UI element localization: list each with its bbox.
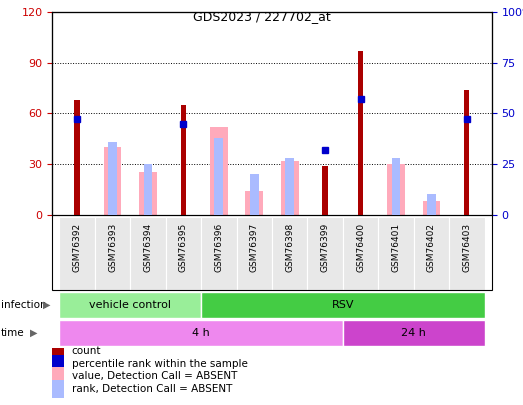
- Text: GSM76399: GSM76399: [321, 222, 329, 272]
- Bar: [60, 320, 343, 346]
- Bar: [427, 194, 436, 215]
- Text: GSM76394: GSM76394: [143, 222, 153, 272]
- Bar: [272, 217, 308, 290]
- Bar: [343, 217, 378, 290]
- Bar: [95, 217, 130, 290]
- Bar: [201, 217, 236, 290]
- Text: GDS2023 / 227702_at: GDS2023 / 227702_at: [192, 10, 331, 23]
- Text: infection: infection: [1, 300, 46, 310]
- Text: GSM76396: GSM76396: [214, 222, 223, 272]
- Bar: [201, 292, 484, 318]
- Text: GSM76401: GSM76401: [391, 222, 401, 272]
- Bar: [139, 173, 157, 215]
- Text: count: count: [72, 346, 101, 356]
- Bar: [308, 217, 343, 290]
- Text: vehicle control: vehicle control: [89, 300, 171, 310]
- Bar: [52, 355, 64, 373]
- Text: ▶: ▶: [30, 328, 37, 338]
- Text: GSM76395: GSM76395: [179, 222, 188, 272]
- Bar: [423, 201, 440, 215]
- Bar: [358, 51, 363, 215]
- Bar: [387, 164, 405, 215]
- Text: time: time: [1, 328, 24, 338]
- Text: GSM76392: GSM76392: [73, 222, 82, 272]
- Text: percentile rank within the sample: percentile rank within the sample: [72, 359, 247, 369]
- Bar: [281, 161, 299, 215]
- Text: value, Detection Call = ABSENT: value, Detection Call = ABSENT: [72, 371, 237, 382]
- Bar: [285, 158, 294, 215]
- Bar: [378, 217, 414, 290]
- Bar: [143, 164, 152, 215]
- Bar: [414, 217, 449, 290]
- Text: GSM76402: GSM76402: [427, 222, 436, 271]
- Text: 4 h: 4 h: [192, 328, 210, 338]
- Bar: [343, 320, 484, 346]
- Text: rank, Detection Call = ABSENT: rank, Detection Call = ABSENT: [72, 384, 232, 394]
- Bar: [60, 292, 201, 318]
- Bar: [108, 142, 117, 215]
- Text: GSM76397: GSM76397: [250, 222, 259, 272]
- Text: GSM76403: GSM76403: [462, 222, 471, 272]
- Bar: [210, 127, 228, 215]
- Bar: [236, 217, 272, 290]
- Bar: [52, 367, 64, 386]
- Bar: [181, 105, 186, 215]
- Bar: [250, 174, 259, 215]
- Bar: [104, 147, 121, 215]
- Bar: [166, 217, 201, 290]
- Text: RSV: RSV: [332, 300, 354, 310]
- Bar: [60, 217, 95, 290]
- Bar: [214, 138, 223, 215]
- Text: GSM76400: GSM76400: [356, 222, 365, 272]
- Bar: [245, 191, 263, 215]
- Bar: [449, 217, 484, 290]
- Bar: [323, 166, 328, 215]
- Bar: [52, 342, 64, 360]
- Bar: [392, 158, 401, 215]
- Text: ▶: ▶: [43, 300, 51, 310]
- Bar: [464, 90, 470, 215]
- Text: 24 h: 24 h: [401, 328, 426, 338]
- Text: GSM76398: GSM76398: [285, 222, 294, 272]
- Bar: [130, 217, 166, 290]
- Text: GSM76393: GSM76393: [108, 222, 117, 272]
- Bar: [74, 100, 79, 215]
- Bar: [52, 380, 64, 399]
